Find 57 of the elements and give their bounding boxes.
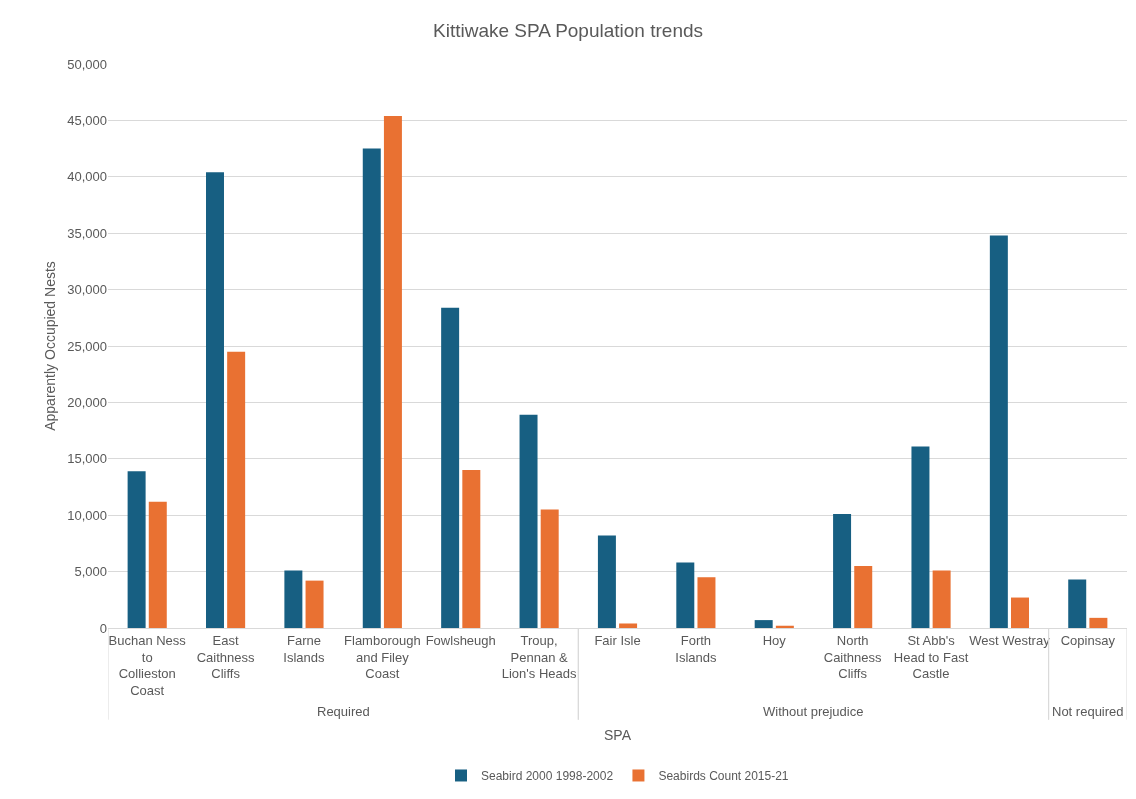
y-tick-label: 15,000 bbox=[67, 451, 107, 467]
x-axis-title: SPA bbox=[604, 727, 632, 743]
x-tick-label: St Abb's Head to Fast Castle bbox=[893, 632, 969, 682]
bar bbox=[540, 509, 559, 628]
y-tick-label: 25,000 bbox=[67, 338, 107, 354]
x-tick-label: Flamborough and Filey Coast bbox=[344, 632, 421, 682]
y-tick-label: 10,000 bbox=[67, 507, 107, 523]
bar bbox=[597, 535, 616, 628]
y-tick-label: 40,000 bbox=[67, 169, 107, 185]
bar bbox=[754, 620, 773, 628]
bar bbox=[1089, 617, 1108, 628]
x-tick-label: North Caithness Cliffs bbox=[823, 632, 883, 682]
x-tick-label: Fair Isle bbox=[594, 632, 641, 648]
bar bbox=[206, 172, 224, 628]
bar bbox=[1068, 579, 1087, 628]
bar bbox=[1011, 597, 1029, 628]
bar bbox=[148, 501, 167, 628]
y-tick-label: 20,000 bbox=[67, 394, 107, 410]
bar bbox=[227, 351, 246, 628]
bar bbox=[833, 514, 852, 628]
chart-title: Kittiwake SPA Population trends bbox=[432, 19, 704, 41]
x-tick-label: Hoy bbox=[762, 632, 787, 648]
y-tick-label: 0 bbox=[99, 620, 107, 636]
bar bbox=[441, 307, 460, 628]
bar bbox=[462, 470, 481, 628]
bar bbox=[619, 623, 638, 628]
bar bbox=[305, 580, 324, 628]
x-tick-label: Forth Islands bbox=[675, 632, 717, 665]
y-tick-label: 45,000 bbox=[67, 112, 107, 128]
x-tick-label: West Westray bbox=[969, 632, 1051, 648]
bar bbox=[362, 148, 381, 628]
y-tick-label: 5,000 bbox=[74, 564, 107, 580]
y-tick-label: 35,000 bbox=[67, 225, 107, 241]
x-tick-label: Troup, Pennan & Lion's Heads bbox=[501, 632, 577, 682]
legend-label: Seabirds Count 2015-21 bbox=[658, 769, 789, 784]
bar bbox=[989, 235, 1008, 628]
bar bbox=[932, 570, 951, 628]
bar bbox=[854, 565, 873, 628]
x-tick-label: Fowlsheugh bbox=[425, 632, 496, 648]
bar bbox=[383, 115, 402, 628]
y-tick-label: 50,000 bbox=[67, 56, 107, 72]
x-tick-label: Farne Islands bbox=[283, 632, 326, 665]
text: Not required bbox=[1052, 704, 1124, 719]
bar bbox=[676, 562, 695, 628]
bar bbox=[284, 570, 303, 628]
text: Without prejudice bbox=[763, 704, 864, 719]
bar bbox=[519, 414, 538, 628]
x-tick-label: Copinsay bbox=[1060, 632, 1116, 648]
bar bbox=[911, 446, 930, 628]
bar bbox=[697, 577, 716, 628]
x-tick-label: East Caithness Cliffs bbox=[196, 632, 255, 682]
y-axis-title: Apparently Occupied Nests bbox=[41, 261, 58, 431]
text: Required bbox=[317, 704, 370, 719]
bar bbox=[127, 471, 146, 628]
y-tick-label: 30,000 bbox=[67, 282, 107, 298]
x-tick-label: Buchan Ness to Collieston Coast bbox=[108, 632, 187, 699]
legend-label: Seabird 2000 1998-2002 bbox=[481, 769, 614, 784]
